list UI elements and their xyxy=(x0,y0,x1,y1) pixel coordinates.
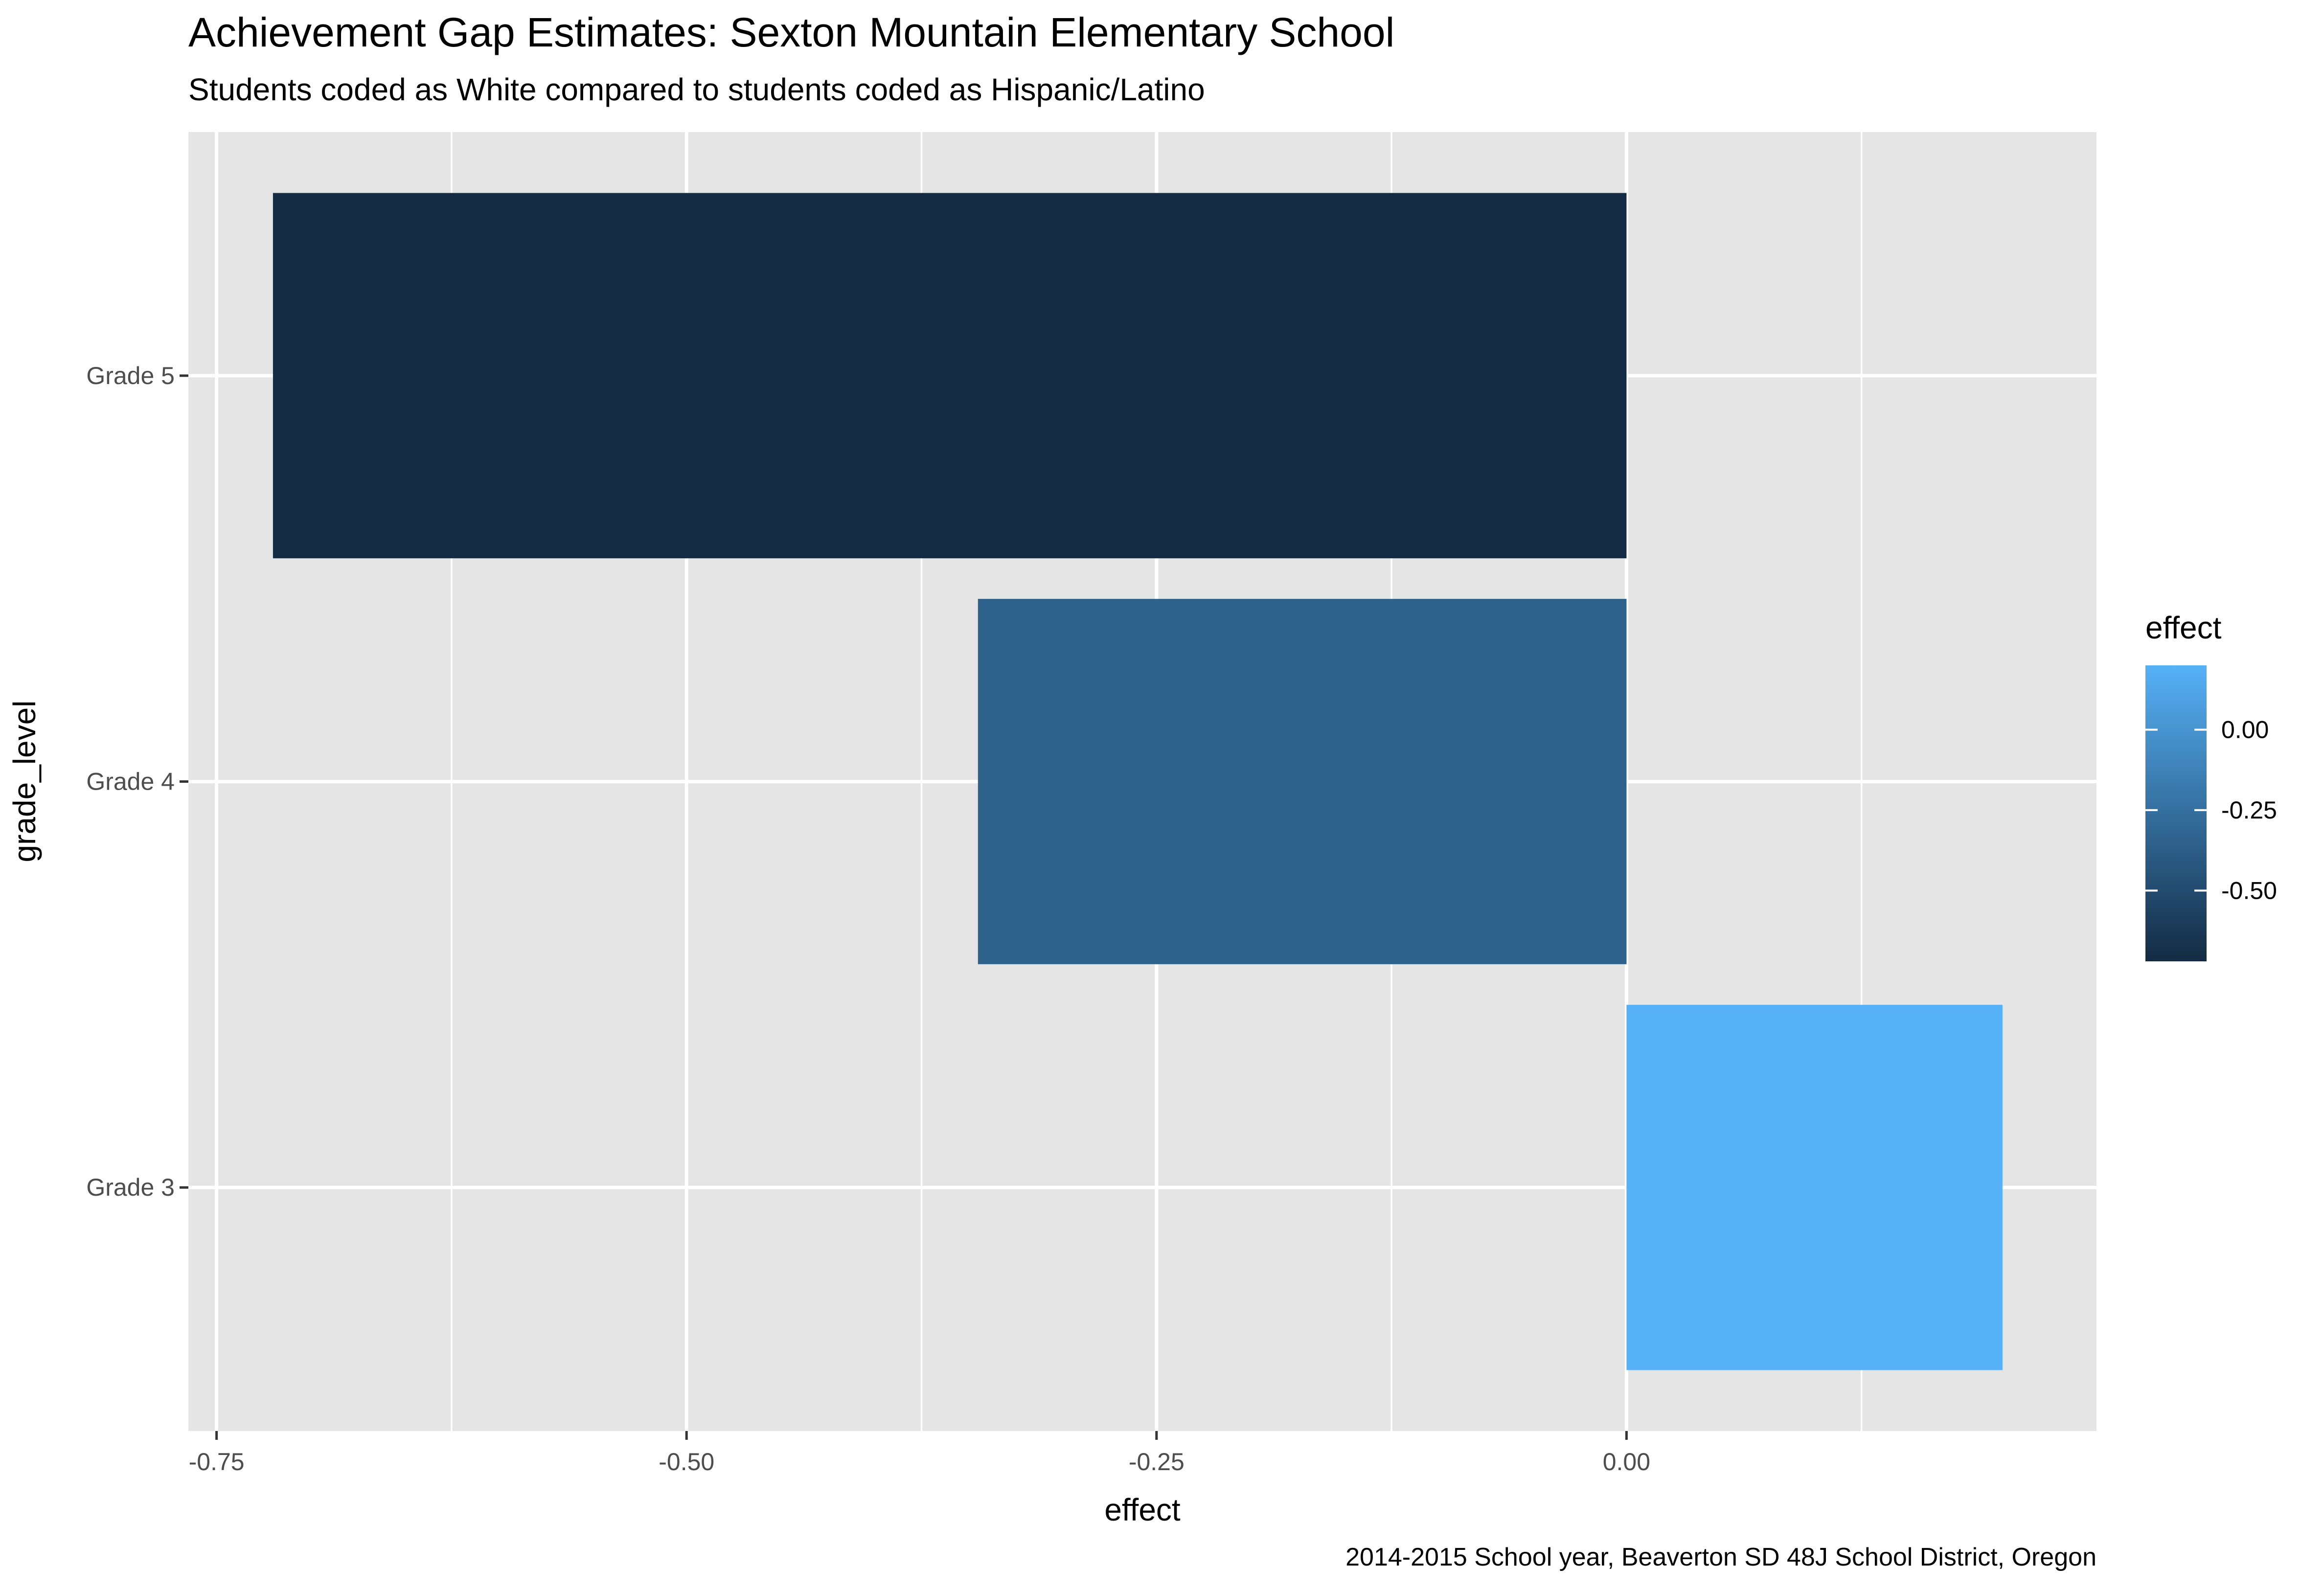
y-tick-label: Grade 5 xyxy=(86,362,175,389)
legend-colorbar xyxy=(2145,665,2207,961)
legend-tick-label: -0.50 xyxy=(2221,877,2277,904)
bar-grade-4 xyxy=(978,599,1627,964)
legend-title: effect xyxy=(2145,610,2222,645)
chart-title: Achievement Gap Estimates: Sexton Mounta… xyxy=(188,9,1394,55)
x-tick-label: -0.75 xyxy=(189,1448,245,1476)
bar-grade-5 xyxy=(273,193,1627,559)
y-tick-label: Grade 4 xyxy=(86,768,175,795)
chart-caption: 2014-2015 School year, Beaverton SD 48J … xyxy=(1345,1543,2096,1571)
legend: effect 0.00 -0.25 -0.50 xyxy=(2145,610,2277,961)
y-tick-label: Grade 3 xyxy=(86,1174,175,1201)
chart-subtitle: Students coded as White compared to stud… xyxy=(188,72,1205,107)
x-axis-title: effect xyxy=(1104,1492,1181,1527)
bar-grade-3 xyxy=(1626,1004,2003,1370)
legend-tick-label: 0.00 xyxy=(2221,716,2269,744)
y-axis-title: grade_level xyxy=(7,701,42,863)
x-tick-label: -0.50 xyxy=(659,1448,714,1476)
bars xyxy=(273,193,2003,1370)
x-tick-label: 0.00 xyxy=(1603,1448,1650,1476)
axes: -0.75 -0.50 -0.25 0.00 Grade 3 Grade 4 Grade 5 xyxy=(86,362,1650,1476)
legend-tick-label: -0.25 xyxy=(2221,796,2277,824)
x-tick-label: -0.25 xyxy=(1129,1448,1185,1476)
